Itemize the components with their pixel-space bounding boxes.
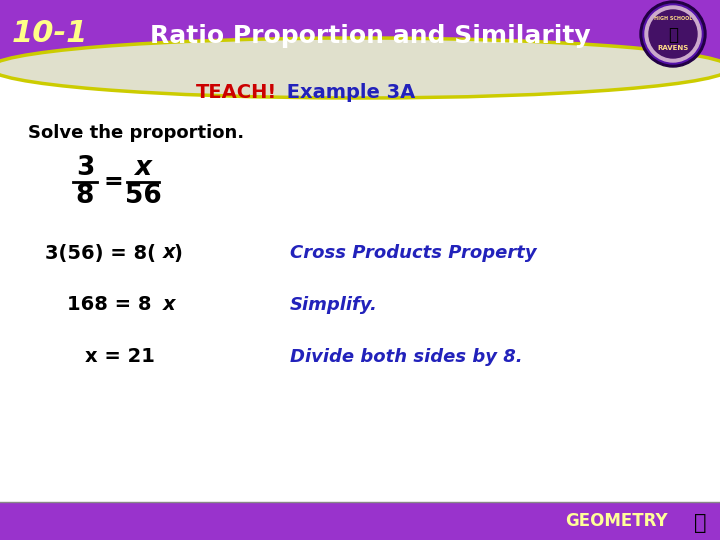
Text: Example 3A: Example 3A — [280, 83, 415, 102]
Text: Solve the proportion.: Solve the proportion. — [28, 124, 244, 142]
Ellipse shape — [0, 38, 720, 98]
FancyBboxPatch shape — [0, 502, 720, 540]
Text: 🐻: 🐻 — [694, 513, 706, 533]
Text: 168 = 8: 168 = 8 — [67, 295, 151, 314]
Text: RAVENS: RAVENS — [657, 45, 688, 51]
Text: x: x — [163, 295, 176, 314]
Text: =: = — [103, 170, 123, 194]
Circle shape — [645, 6, 701, 62]
Circle shape — [640, 1, 706, 67]
FancyBboxPatch shape — [0, 0, 720, 68]
Circle shape — [643, 4, 703, 64]
Text: 🦅: 🦅 — [668, 26, 678, 44]
Text: ): ) — [173, 244, 182, 262]
Text: Cross Products Property: Cross Products Property — [290, 244, 536, 262]
Text: 10-1: 10-1 — [12, 19, 89, 49]
Text: TEACH!: TEACH! — [196, 83, 277, 102]
Text: x: x — [135, 155, 151, 181]
Text: Simplify.: Simplify. — [290, 296, 378, 314]
Text: x: x — [163, 244, 176, 262]
Text: HIGH SCHOOL: HIGH SCHOOL — [654, 16, 692, 21]
Circle shape — [649, 10, 697, 58]
Text: 3(56) = 8(: 3(56) = 8( — [45, 244, 156, 262]
Text: x = 21: x = 21 — [85, 348, 155, 367]
Text: 8: 8 — [76, 183, 94, 209]
Text: Divide both sides by 8.: Divide both sides by 8. — [290, 348, 523, 366]
Text: 3: 3 — [76, 155, 94, 181]
Text: Ratio Proportion and Similarity: Ratio Proportion and Similarity — [150, 24, 590, 48]
Text: GEOMETRY: GEOMETRY — [565, 512, 667, 530]
Text: 56: 56 — [125, 183, 161, 209]
